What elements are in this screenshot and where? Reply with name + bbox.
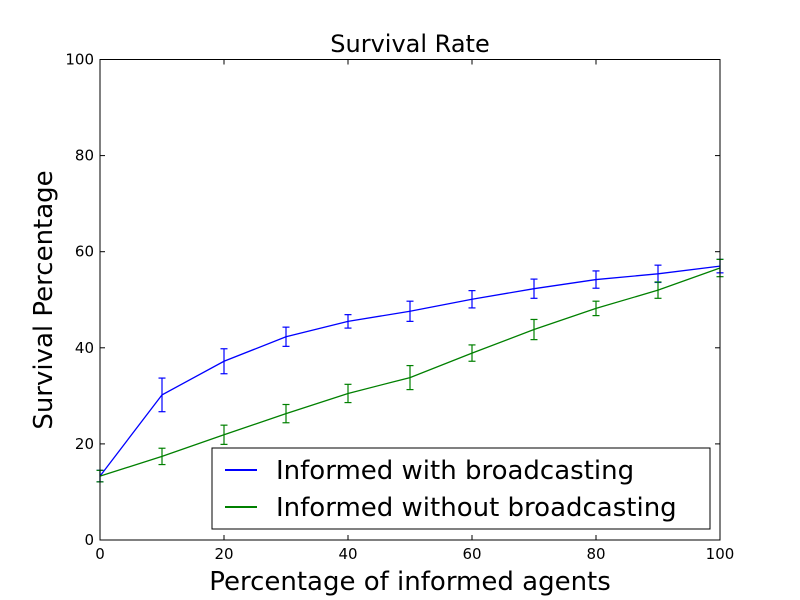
x-tick-label: 20 — [214, 545, 233, 563]
x-tick-label: 80 — [586, 545, 605, 563]
x-tick-label: 40 — [338, 545, 357, 563]
legend-box — [211, 447, 711, 530]
chart-title: Survival Rate — [330, 30, 489, 58]
plot-frame — [99, 59, 721, 541]
y-tick-label: 100 — [65, 51, 94, 69]
y-tick-label: 80 — [75, 147, 94, 165]
legend-label-without-broadcasting: Informed without broadcasting — [276, 493, 677, 523]
x-tick-label: 100 — [706, 545, 735, 563]
y-tick-label: 0 — [84, 531, 94, 549]
y-tick-label: 60 — [75, 243, 94, 261]
y-tick-label: 40 — [75, 339, 94, 357]
y-tick-label: 20 — [75, 435, 94, 453]
y-axis-label: Survival Percentage — [29, 170, 59, 429]
x-tick-label: 60 — [462, 545, 481, 563]
legend-label-with-broadcasting: Informed with broadcasting — [276, 456, 634, 486]
x-axis-label: Percentage of informed agents — [209, 567, 611, 597]
legend: Informed with broadcasting Informed with… — [211, 447, 711, 530]
x-tick-label: 0 — [95, 545, 105, 563]
